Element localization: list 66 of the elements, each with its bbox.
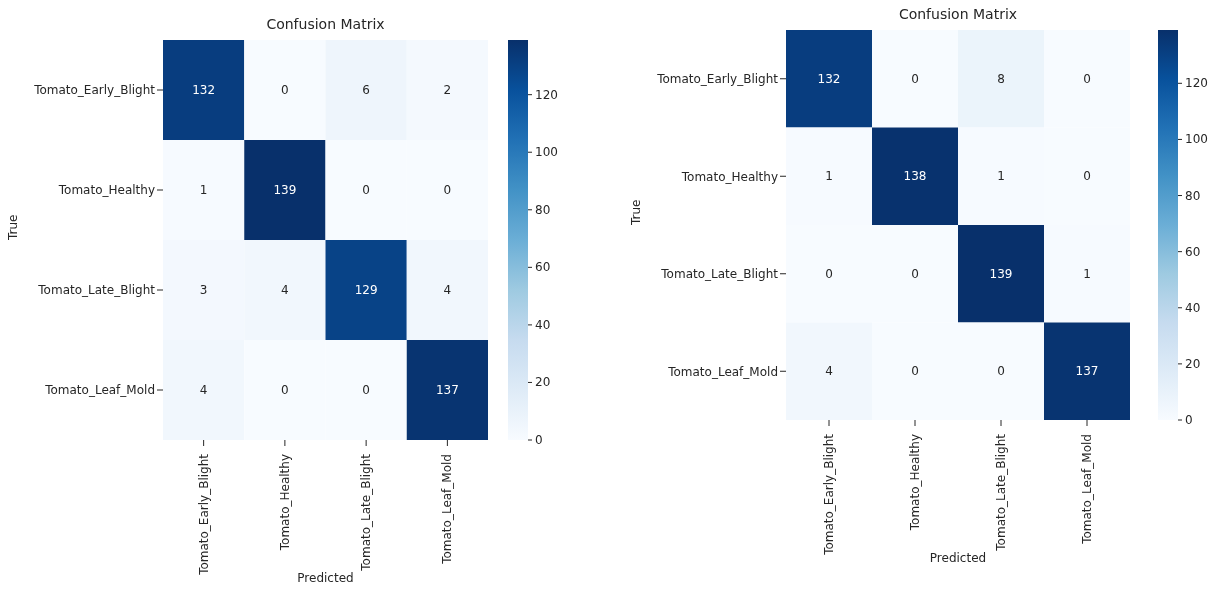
color-bar-label: 120 xyxy=(535,87,558,102)
data-label: 4 xyxy=(199,383,208,397)
y-tick-label: Tomato_Healthy xyxy=(680,169,778,184)
data-label: 1 xyxy=(997,169,1005,184)
color-bar-label: 20 xyxy=(1185,356,1201,371)
color-bar-label: 80 xyxy=(1185,188,1201,203)
x-axis-title: Predicted xyxy=(929,551,987,565)
color-bar-label: 40 xyxy=(1185,300,1201,315)
color-bar-label: 60 xyxy=(535,260,551,275)
y-axis-title: True xyxy=(6,214,21,241)
color-bar-label: 40 xyxy=(535,317,551,332)
data-label: 129 xyxy=(354,283,378,297)
data-label: 4 xyxy=(443,283,452,297)
data-label: 138 xyxy=(903,169,927,184)
x-axis-title: Predicted xyxy=(297,571,354,585)
data-label: 0 xyxy=(362,183,370,197)
color-bar-label: 80 xyxy=(535,202,551,217)
data-label: 8 xyxy=(997,71,1005,86)
x-tick-label: Tomato_Late_Blight xyxy=(359,453,374,572)
data-label: 132 xyxy=(192,83,216,97)
data-label: 2 xyxy=(443,83,452,97)
data-label: 0 xyxy=(281,83,289,97)
data-label: 0 xyxy=(997,364,1005,379)
x-tick-label: Tomato_Healthy xyxy=(908,434,922,532)
y-tick-label: Tomato_Late_Blight xyxy=(37,283,156,298)
data-label: 1 xyxy=(825,169,833,184)
data-label: 0 xyxy=(911,71,919,86)
color-bar-label: 120 xyxy=(1185,76,1208,91)
color-bar-label: 20 xyxy=(535,375,551,390)
data-label: 137 xyxy=(435,383,459,397)
x-tick-label: Tomato_Late_Blight xyxy=(994,433,1008,552)
data-label: 4 xyxy=(825,364,833,379)
data-label: 1 xyxy=(199,183,208,197)
chart-title: Confusion Matrix xyxy=(265,16,386,32)
data-label: 139 xyxy=(989,266,1013,281)
data-label: 132 xyxy=(817,71,841,86)
data-label: 0 xyxy=(281,383,289,397)
data-label: 0 xyxy=(911,266,919,281)
y-tick-label: Tomato_Leaf_Mold xyxy=(667,364,778,379)
data-label: 0 xyxy=(911,364,919,379)
color-bar-label: 100 xyxy=(535,145,558,160)
chart-title: Confusion Matrix xyxy=(897,6,1019,22)
color-bar-label: 0 xyxy=(1185,413,1193,427)
y-tick-label: Tomato_Early_Blight xyxy=(33,83,156,98)
data-label: 3 xyxy=(199,283,208,297)
data-label: 0 xyxy=(362,383,370,397)
data-label: 4 xyxy=(281,283,289,297)
y-tick-label: Tomato_Healthy xyxy=(57,183,155,198)
data-label: 1 xyxy=(1083,266,1091,281)
x-tick-label: Tomato_Healthy xyxy=(277,454,292,552)
color-bar-label: 60 xyxy=(1185,244,1201,259)
x-tick-label: Tomato_Leaf_Mold xyxy=(440,454,455,565)
data-label: 0 xyxy=(443,183,452,197)
y-tick-label: Tomato_Late_Blight xyxy=(660,267,779,282)
y-axis-title: True xyxy=(629,199,644,226)
color-bar-label: 0 xyxy=(535,433,543,447)
data-label: 0 xyxy=(1083,71,1091,86)
data-label: 6 xyxy=(362,83,370,97)
y-tick-label: Tomato_Leaf_Mold xyxy=(44,383,155,398)
color-bar-label: 100 xyxy=(1185,132,1208,147)
data-label: 0 xyxy=(1083,169,1091,184)
data-label: 139 xyxy=(273,183,297,197)
y-tick-label: Tomato_Early_Blight xyxy=(656,72,779,87)
data-label: 0 xyxy=(825,266,833,281)
data-label: 137 xyxy=(1075,364,1099,379)
x-tick-label: Tomato_Leaf_Mold xyxy=(1080,434,1094,545)
